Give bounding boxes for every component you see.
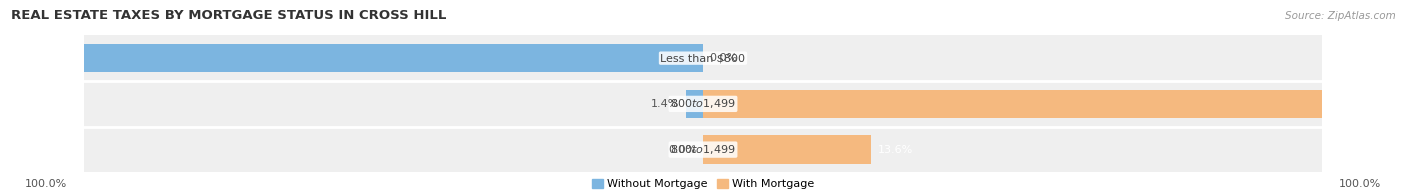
Bar <box>84 127 1322 172</box>
Bar <box>686 90 703 118</box>
Text: 13.6%: 13.6% <box>877 145 912 155</box>
Text: Source: ZipAtlas.com: Source: ZipAtlas.com <box>1285 11 1396 21</box>
Text: Less than $800: Less than $800 <box>661 53 745 63</box>
Bar <box>0 44 703 72</box>
Bar <box>703 90 1406 118</box>
Bar <box>84 35 1322 81</box>
Text: REAL ESTATE TAXES BY MORTGAGE STATUS IN CROSS HILL: REAL ESTATE TAXES BY MORTGAGE STATUS IN … <box>11 9 447 22</box>
Bar <box>84 81 1322 127</box>
Text: 1.4%: 1.4% <box>651 99 679 109</box>
Text: 0.0%: 0.0% <box>709 53 737 63</box>
Bar <box>703 135 872 164</box>
Text: $800 to $1,499: $800 to $1,499 <box>671 97 735 110</box>
Text: 100.0%: 100.0% <box>1339 179 1381 189</box>
Legend: Without Mortgage, With Mortgage: Without Mortgage, With Mortgage <box>588 175 818 194</box>
Text: 100.0%: 100.0% <box>25 179 67 189</box>
Text: $800 to $1,499: $800 to $1,499 <box>671 143 735 156</box>
Text: 0.0%: 0.0% <box>669 145 697 155</box>
